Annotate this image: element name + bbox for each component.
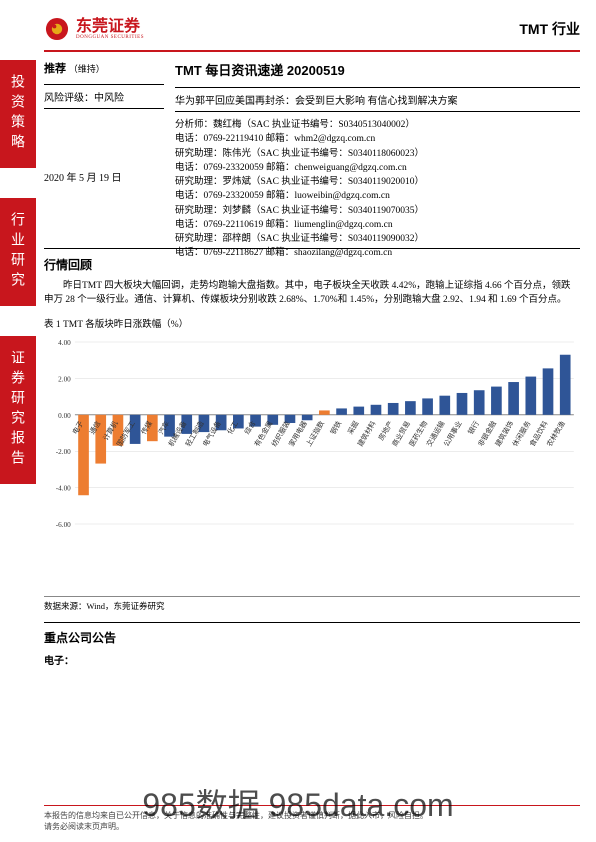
right-column: TMT 每日资讯速递 20200519 华为郭平回应美国再封杀：会受到巨大影响 …	[175, 60, 580, 261]
analyst-line: 研究助理：邵梓朗（SAC 执业证书编号：S0340119090032）	[175, 232, 580, 246]
risk-label: 风险评级：	[44, 93, 94, 104]
body-section: 行情回顾 昨日TMT 四大板块大幅回调，走势均跑输大盘指数。其中，电子板块全天收…	[44, 256, 580, 667]
risk-value: 中风险	[94, 93, 124, 104]
svg-text:0.00: 0.00	[58, 411, 71, 419]
svg-text:房地产: 房地产	[376, 419, 395, 442]
report-date: 2020 年 5 月 19 日	[44, 169, 164, 184]
analyst-line: 电话：0769-22110619 邮箱：liumenglin@dgzq.com.…	[175, 218, 580, 232]
analyst-line: 研究助理：刘梦麟（SAC 执业证书编号：S0340119070035）	[175, 204, 580, 218]
footer-line-2: 请务必阅读末页声明。	[44, 821, 580, 832]
rating: 推荐	[44, 63, 66, 75]
svg-text:-4.00: -4.00	[56, 484, 71, 492]
announce-title: 重点公司公告	[44, 629, 580, 646]
logo-icon	[44, 16, 70, 42]
header-divider	[44, 50, 580, 52]
side-tab-industry: 行业研究	[0, 198, 36, 306]
svg-text:-6.00: -6.00	[56, 521, 71, 529]
chart-container: -6.00-4.00-2.000.002.004.00电子通信计算机国防军工传媒…	[44, 334, 580, 594]
sidebar: 投资策略 行业研究 证券研究报告	[0, 60, 32, 484]
analyst-line: 电话：0769-22119410 邮箱：whm2@dgzq.com.cn	[175, 132, 580, 146]
side-tab-strategy: 投资策略	[0, 60, 36, 168]
analyst-line: 电话：0769-23320059 邮箱：chenweiguang@dgzq.co…	[175, 161, 580, 175]
chart-source: 数据来源：Wind，东莞证券研究	[44, 596, 580, 612]
announce-divider	[44, 622, 580, 623]
rating-note: （维持）	[69, 64, 105, 74]
bar-chart: -6.00-4.00-2.000.002.004.00电子通信计算机国防军工传媒…	[44, 334, 580, 594]
review-para: 昨日TMT 四大板块大幅回调，走势均跑输大盘指数。其中，电子板块全天收跌 4.4…	[44, 279, 580, 308]
header: 东莞证券 DONGGUAN SECURITIES TMT 行业	[44, 16, 580, 42]
logo: 东莞证券 DONGGUAN SECURITIES	[44, 16, 144, 42]
svg-text:采掘: 采掘	[345, 419, 360, 436]
side-tab-report: 证券研究报告	[0, 336, 36, 484]
footer-line-1: 本报告的信息均来自已公开信息，关于信息的准确性与完整性，建议投资者谨慎判断，据此…	[44, 810, 580, 821]
analyst-line: 分析师：魏红梅（SAC 执业证书编号：S0340513040002）	[175, 118, 580, 132]
svg-text:-2.00: -2.00	[56, 448, 71, 456]
section-divider	[44, 248, 580, 249]
brand-cn: 东莞证券	[76, 19, 144, 35]
analyst-block: 分析师：魏红梅（SAC 执业证书编号：S0340513040002）电话：076…	[175, 118, 580, 261]
svg-text:钢铁: 钢铁	[328, 419, 343, 436]
report-subtitle: 华为郭平回应美国再封杀：会受到巨大影响 有信心找到解决方案	[175, 87, 580, 112]
svg-text:2.00: 2.00	[58, 375, 71, 383]
risk-row: 风险评级：中风险	[44, 84, 164, 109]
analyst-line: 电话：0769-23320059 邮箱：luoweibin@dgzq.com.c…	[175, 189, 580, 203]
brand-en: DONGGUAN SECURITIES	[76, 35, 144, 40]
chart-title: 表 1 TMT 各版块昨日涨跌幅（%）	[44, 316, 580, 330]
svg-text:银行: 银行	[466, 419, 481, 436]
analyst-line: 研究助理：陈伟光（SAC 执业证书编号：S0340118060023）	[175, 147, 580, 161]
analyst-line: 研究助理：罗炜斌（SAC 执业证书编号：S0340119020010）	[175, 175, 580, 189]
footer: 本报告的信息均来自已公开信息，关于信息的准确性与完整性，建议投资者谨慎判断，据此…	[44, 805, 580, 832]
industry-label: TMT 行业	[519, 19, 580, 39]
review-title: 行情回顾	[44, 256, 580, 273]
left-column: 推荐 （维持） 风险评级：中风险 2020 年 5 月 19 日	[44, 60, 164, 184]
page: 投资策略 行业研究 证券研究报告 东莞证券 DONGGUAN SECURITIE…	[0, 0, 596, 842]
announce-sub: 电子：	[44, 652, 580, 667]
report-title: TMT 每日资讯速递 20200519	[175, 60, 580, 79]
svg-text:4.00: 4.00	[58, 339, 71, 347]
